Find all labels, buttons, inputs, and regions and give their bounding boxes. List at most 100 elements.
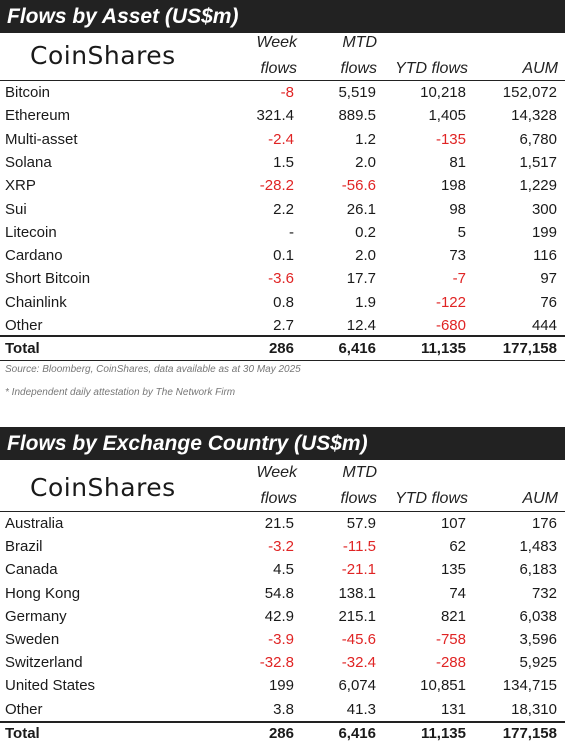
aum-value: 6,183: [519, 561, 557, 579]
total-label: Total: [5, 725, 40, 742]
row-name: Bitcoin: [5, 84, 51, 101]
aum-value: 199: [531, 223, 557, 241]
row-name: Litecoin: [5, 223, 57, 241]
asset-bottom-divider: [0, 360, 565, 361]
aum-value: 76: [540, 293, 557, 311]
table-row: Short Bitcoin -3.6 17.7 -7 97: [0, 267, 565, 290]
row-name: Switzerland: [5, 654, 83, 672]
mtd-flows: 2.0: [355, 153, 376, 171]
row-name: Hong Kong: [5, 584, 81, 602]
ytd-flows: 1,405: [428, 107, 466, 125]
total-week: 286: [268, 340, 294, 357]
asset-mtd-header-2: flows: [340, 60, 377, 77]
ytd-flows: 198: [440, 177, 466, 195]
aum-value: 1,483: [519, 538, 557, 556]
table-row: Other 2.7 12.4 -680 444: [0, 314, 565, 337]
mtd-flows: 138.1: [338, 584, 376, 602]
row-name: Chainlink: [5, 293, 67, 311]
ytd-flows: 98: [449, 200, 466, 218]
table-row: Sweden -3.9 -45.6 -758 3,596: [0, 628, 565, 651]
aum-value: 6,038: [519, 607, 557, 625]
aum-value: 6,780: [519, 130, 557, 148]
country-ytd-header: YTD flows: [395, 490, 468, 507]
mtd-flows: 5,519: [338, 84, 376, 101]
asset-header-divider: [0, 80, 565, 81]
coinshares-logo: CoinShares: [30, 41, 176, 70]
aum-value: 444: [531, 317, 557, 334]
asset-table-title: Flows by Asset (US$m): [0, 0, 565, 33]
aum-value: 97: [540, 270, 557, 288]
mtd-flows: 889.5: [338, 107, 376, 125]
country-mtd-header-2: flows: [340, 490, 377, 507]
aum-value: 1,229: [519, 177, 557, 195]
country-week-header-1: Week: [256, 464, 297, 481]
table-row: XRP -28.2 -56.6 198 1,229: [0, 174, 565, 197]
coinshares-logo: CoinShares: [30, 473, 176, 502]
table-row: Brazil -3.2 -11.5 62 1,483: [0, 535, 565, 558]
mtd-flows: 41.3: [346, 700, 376, 718]
row-name: Ethereum: [5, 107, 71, 125]
ytd-flows: 821: [440, 607, 466, 625]
asset-total-divider: [0, 335, 565, 337]
week-flows: 0.1: [273, 247, 294, 265]
week-flows: -3.2: [268, 538, 294, 556]
asset-week-header-1: Week: [256, 34, 297, 51]
total-aum: 177,158: [502, 340, 557, 357]
ytd-flows: 10,851: [420, 677, 466, 695]
mtd-flows: -32.4: [341, 654, 376, 672]
ytd-flows: -122: [435, 293, 466, 311]
ytd-flows: 73: [449, 247, 466, 265]
aum-value: 732: [531, 584, 557, 602]
country-total-divider: [0, 721, 565, 723]
row-name: Sui: [5, 200, 27, 218]
total-aum: 177,158: [502, 725, 557, 742]
week-flows: -32.8: [259, 654, 294, 672]
table-row: Canada 4.5 -21.1 135 6,183: [0, 558, 565, 581]
aum-value: 1,517: [519, 153, 557, 171]
ytd-flows: 135: [440, 561, 466, 579]
week-flows: 2.2: [273, 200, 294, 218]
row-name: Other: [5, 700, 43, 718]
table-row: Solana 1.5 2.0 81 1,517: [0, 151, 565, 174]
mtd-flows: 57.9: [346, 515, 376, 532]
week-flows: 4.5: [273, 561, 294, 579]
row-name: Short Bitcoin: [5, 270, 91, 288]
asset-total-row: Total 286 6,416 11,135 177,158: [0, 337, 565, 360]
ytd-flows: 62: [449, 538, 466, 556]
row-name: Other: [5, 317, 43, 334]
row-name: Sweden: [5, 631, 60, 648]
table-row: United States 199 6,074 10,851 134,715: [0, 674, 565, 697]
table-row: Cardano 0.1 2.0 73 116: [0, 244, 565, 267]
asset-aum-header: AUM: [522, 60, 558, 77]
table-row: Hong Kong 54.8 138.1 74 732: [0, 582, 565, 605]
week-flows: 1.5: [273, 153, 294, 171]
total-label: Total: [5, 340, 40, 357]
mtd-flows: 1.9: [355, 293, 376, 311]
week-flows: 54.8: [264, 584, 294, 602]
aum-value: 18,310: [511, 700, 557, 718]
row-name: Multi-asset: [5, 130, 78, 148]
table-row: Bitcoin -8 5,519 10,218 152,072: [0, 81, 565, 104]
row-name: United States: [5, 677, 96, 695]
total-mtd: 6,416: [338, 340, 376, 357]
total-ytd: 11,135: [420, 725, 466, 742]
total-ytd: 11,135: [420, 340, 466, 357]
aum-value: 152,072: [502, 84, 557, 101]
table-row: Australia 21.5 57.9 107 176: [0, 512, 565, 535]
ytd-flows: 74: [449, 584, 466, 602]
table-row: Other 3.8 41.3 131 18,310: [0, 698, 565, 721]
table-row: Switzerland -32.8 -32.4 -288 5,925: [0, 651, 565, 674]
attestation-footnote: * Independent daily attestation by The N…: [5, 387, 236, 398]
mtd-flows: 12.4: [346, 317, 376, 334]
mtd-flows: 6,074: [338, 677, 376, 695]
aum-value: 116: [533, 247, 557, 265]
ytd-flows: -288: [435, 654, 466, 672]
row-name: Germany: [5, 607, 67, 625]
table-row: Multi-asset -2.4 1.2 -135 6,780: [0, 128, 565, 151]
week-flows: -2.4: [268, 130, 294, 148]
week-flows: -3.9: [268, 631, 294, 648]
ytd-flows: 10,218: [420, 84, 466, 101]
ytd-flows: 107: [440, 515, 466, 532]
country-table-title-text: Flows by Exchange Country (US$m): [7, 431, 368, 455]
week-flows: -8: [280, 84, 294, 101]
